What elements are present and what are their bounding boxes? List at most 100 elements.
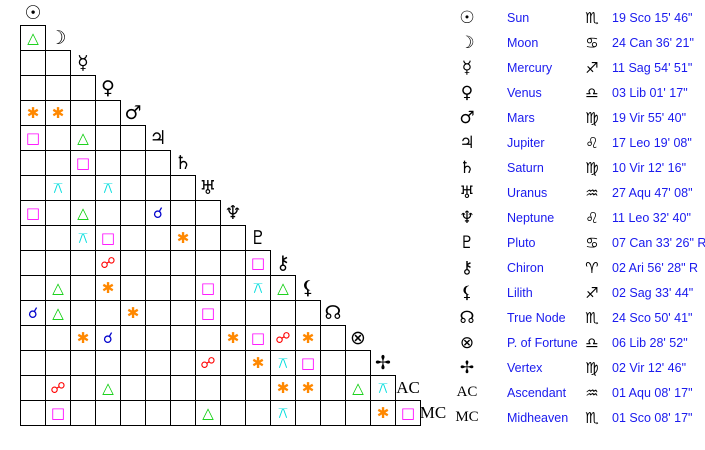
aspect-cell-true-node-chiron[interactable]: [270, 300, 296, 326]
aspect-cell-saturn-mars[interactable]: [120, 150, 146, 176]
planet-name[interactable]: Ascendant: [507, 385, 567, 400]
aspect-cell-neptune-mars[interactable]: [120, 200, 146, 226]
aspect-cell-ascendant-uranus[interactable]: [195, 375, 221, 401]
aspect-cell-p-of-fortune-uranus[interactable]: [195, 325, 221, 351]
aspect-cell-p-of-fortune-sun[interactable]: [20, 325, 46, 351]
planet-name[interactable]: Mercury: [507, 60, 553, 75]
aspect-cell-true-node-lilith[interactable]: [295, 300, 321, 326]
aspect-cell-true-node-mercury[interactable]: [70, 300, 96, 326]
aspect-cell-pluto-moon[interactable]: [45, 225, 71, 251]
aspect-cell-neptune-jupiter[interactable]: ☌: [145, 200, 171, 226]
aspect-cell-uranus-jupiter[interactable]: [145, 175, 171, 201]
aspect-cell-uranus-moon[interactable]: ⚻: [45, 175, 71, 201]
aspect-cell-true-node-pluto[interactable]: [245, 300, 271, 326]
aspect-cell-neptune-mercury[interactable]: △: [70, 200, 96, 226]
aspect-cell-moon-sun[interactable]: △: [20, 25, 46, 51]
aspect-cell-ascendant-lilith[interactable]: ✱: [295, 375, 321, 401]
aspect-cell-pluto-jupiter[interactable]: [145, 225, 171, 251]
aspect-cell-chiron-mercury[interactable]: [70, 250, 96, 276]
aspect-cell-ascendant-vertex[interactable]: ⚻: [370, 375, 396, 401]
aspect-cell-midheaven-vertex[interactable]: ✱: [370, 400, 396, 426]
aspect-cell-ascendant-moon[interactable]: ☍: [45, 375, 71, 401]
planet-name[interactable]: P. of Fortune: [507, 335, 578, 350]
aspect-cell-neptune-venus[interactable]: [95, 200, 121, 226]
aspect-cell-vertex-p-of-fortune[interactable]: [345, 350, 371, 376]
aspect-cell-midheaven-mars[interactable]: [120, 400, 146, 426]
aspect-cell-p-of-fortune-mercury[interactable]: ✱: [70, 325, 96, 351]
planet-name[interactable]: Vertex: [507, 360, 543, 375]
aspect-cell-pluto-mars[interactable]: [120, 225, 146, 251]
aspect-cell-ascendant-sun[interactable]: [20, 375, 46, 401]
aspect-cell-ascendant-chiron[interactable]: ✱: [270, 375, 296, 401]
aspect-cell-uranus-venus[interactable]: ⚻: [95, 175, 121, 201]
aspect-cell-ascendant-pluto[interactable]: [245, 375, 271, 401]
aspect-cell-vertex-neptune[interactable]: [220, 350, 246, 376]
aspect-cell-lilith-sun[interactable]: [20, 275, 46, 301]
aspect-cell-midheaven-chiron[interactable]: ⚻: [270, 400, 296, 426]
aspect-cell-midheaven-sun[interactable]: [20, 400, 46, 426]
aspect-cell-ascendant-saturn[interactable]: [170, 375, 196, 401]
aspect-cell-lilith-mars[interactable]: [120, 275, 146, 301]
aspect-cell-true-node-neptune[interactable]: [220, 300, 246, 326]
aspect-cell-midheaven-moon[interactable]: □: [45, 400, 71, 426]
aspect-cell-true-node-uranus[interactable]: □: [195, 300, 221, 326]
aspect-cell-ascendant-true-node[interactable]: [320, 375, 346, 401]
planet-name[interactable]: Chiron: [507, 260, 544, 275]
aspect-cell-pluto-venus[interactable]: □: [95, 225, 121, 251]
aspect-cell-jupiter-venus[interactable]: [95, 125, 121, 151]
aspect-cell-vertex-mars[interactable]: [120, 350, 146, 376]
aspect-cell-chiron-uranus[interactable]: [195, 250, 221, 276]
aspect-cell-p-of-fortune-pluto[interactable]: □: [245, 325, 271, 351]
aspect-cell-pluto-neptune[interactable]: [220, 225, 246, 251]
aspect-cell-pluto-uranus[interactable]: [195, 225, 221, 251]
aspect-cell-uranus-mercury[interactable]: [70, 175, 96, 201]
aspect-cell-true-node-jupiter[interactable]: [145, 300, 171, 326]
aspect-cell-neptune-uranus[interactable]: [195, 200, 221, 226]
aspect-cell-neptune-saturn[interactable]: [170, 200, 196, 226]
aspect-cell-chiron-mars[interactable]: [120, 250, 146, 276]
aspect-cell-chiron-saturn[interactable]: [170, 250, 196, 276]
aspect-cell-saturn-jupiter[interactable]: [145, 150, 171, 176]
aspect-cell-lilith-uranus[interactable]: □: [195, 275, 221, 301]
aspect-cell-venus-mercury[interactable]: [70, 75, 96, 101]
aspect-cell-midheaven-jupiter[interactable]: [145, 400, 171, 426]
planet-name[interactable]: Saturn: [507, 160, 544, 175]
aspect-cell-p-of-fortune-true-node[interactable]: [320, 325, 346, 351]
aspect-cell-p-of-fortune-saturn[interactable]: [170, 325, 196, 351]
aspect-cell-midheaven-neptune[interactable]: [220, 400, 246, 426]
aspect-cell-neptune-moon[interactable]: [45, 200, 71, 226]
aspect-cell-chiron-venus[interactable]: ☍: [95, 250, 121, 276]
aspect-cell-saturn-moon[interactable]: [45, 150, 71, 176]
aspect-cell-p-of-fortune-venus[interactable]: ☌: [95, 325, 121, 351]
aspect-cell-pluto-mercury[interactable]: ⚻: [70, 225, 96, 251]
aspect-cell-chiron-neptune[interactable]: [220, 250, 246, 276]
planet-name[interactable]: Venus: [507, 85, 542, 100]
aspect-cell-vertex-lilith[interactable]: □: [295, 350, 321, 376]
aspect-cell-vertex-uranus[interactable]: ☍: [195, 350, 221, 376]
aspect-cell-jupiter-sun[interactable]: □: [20, 125, 46, 151]
aspect-cell-midheaven-uranus[interactable]: △: [195, 400, 221, 426]
aspect-cell-jupiter-moon[interactable]: [45, 125, 71, 151]
aspect-cell-p-of-fortune-chiron[interactable]: ☍: [270, 325, 296, 351]
planet-name[interactable]: Sun: [507, 10, 530, 25]
aspect-cell-saturn-mercury[interactable]: □: [70, 150, 96, 176]
planet-name[interactable]: Neptune: [507, 210, 555, 225]
aspect-cell-lilith-mercury[interactable]: [70, 275, 96, 301]
aspect-cell-jupiter-mercury[interactable]: △: [70, 125, 96, 151]
aspect-cell-neptune-sun[interactable]: □: [20, 200, 46, 226]
aspect-cell-vertex-venus[interactable]: [95, 350, 121, 376]
aspect-cell-p-of-fortune-lilith[interactable]: ✱: [295, 325, 321, 351]
aspect-cell-venus-sun[interactable]: [20, 75, 46, 101]
aspect-cell-mars-moon[interactable]: ✱: [45, 100, 71, 126]
aspect-cell-saturn-venus[interactable]: [95, 150, 121, 176]
aspect-cell-true-node-venus[interactable]: [95, 300, 121, 326]
aspect-cell-lilith-saturn[interactable]: [170, 275, 196, 301]
aspect-cell-ascendant-venus[interactable]: △: [95, 375, 121, 401]
aspect-cell-midheaven-venus[interactable]: [95, 400, 121, 426]
planet-name[interactable]: Midheaven: [507, 410, 569, 425]
aspect-cell-midheaven-ascendant[interactable]: □: [395, 400, 421, 426]
aspect-cell-true-node-moon[interactable]: △: [45, 300, 71, 326]
aspect-cell-saturn-sun[interactable]: [20, 150, 46, 176]
aspect-cell-vertex-sun[interactable]: [20, 350, 46, 376]
aspect-cell-p-of-fortune-neptune[interactable]: ✱: [220, 325, 246, 351]
